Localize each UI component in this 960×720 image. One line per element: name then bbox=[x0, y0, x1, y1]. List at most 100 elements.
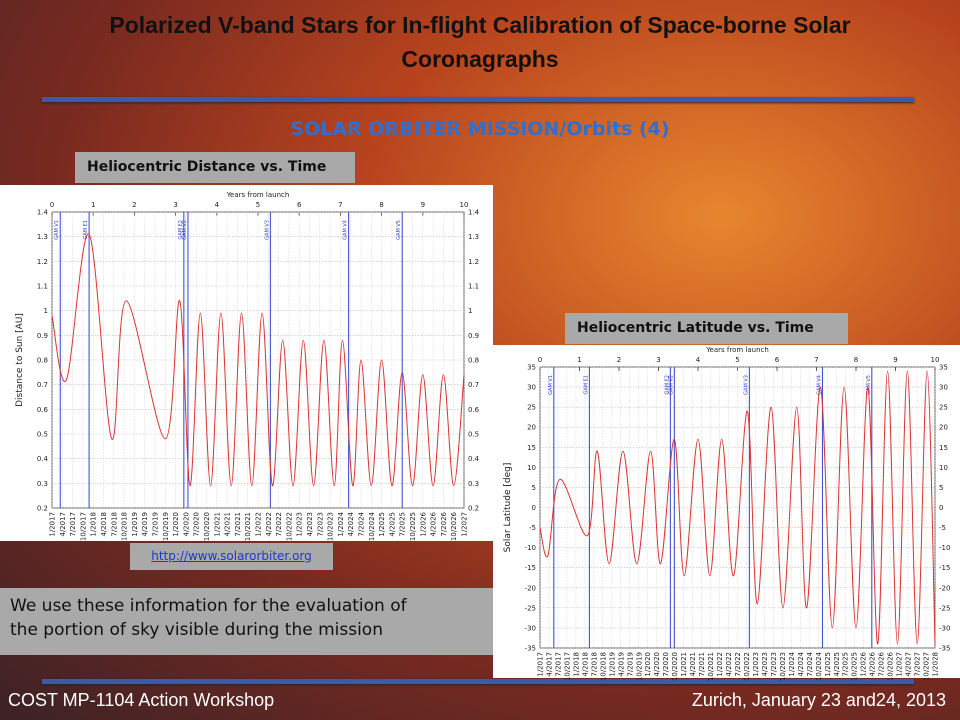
y-tick-label: 0.6 bbox=[37, 406, 49, 414]
link[interactable]: http://www.solarorbiter.org bbox=[130, 543, 333, 570]
event-label: GAM V3 bbox=[743, 375, 749, 395]
x-tick-label: 3 bbox=[656, 356, 660, 364]
date-label: 10/2019 bbox=[635, 652, 643, 681]
y-tick-label: -5 bbox=[529, 524, 536, 532]
x-tick-label: 0 bbox=[50, 201, 54, 209]
date-label: 4/2018 bbox=[581, 652, 589, 677]
event-label: GAM V5 bbox=[866, 375, 872, 395]
date-label: 4/2022 bbox=[725, 652, 733, 677]
y-tick-label: 1.3 bbox=[468, 233, 479, 241]
y-tick-label: 25 bbox=[939, 404, 948, 412]
date-label: 1/2025 bbox=[824, 652, 832, 677]
date-label: 4/2021 bbox=[689, 652, 697, 677]
date-label: 10/2020 bbox=[671, 652, 679, 681]
x-tick-label: 6 bbox=[775, 356, 780, 364]
x-tick-label: 5 bbox=[256, 201, 260, 209]
y-tick-label: -20 bbox=[939, 584, 950, 592]
event-label: GAM E1 bbox=[83, 220, 89, 240]
date-label: 7/2026 bbox=[440, 511, 448, 536]
series-line bbox=[539, 370, 936, 645]
y-tick-label: 1.2 bbox=[468, 258, 479, 266]
event-label: GAM V4 bbox=[343, 220, 349, 240]
date-label: 7/2019 bbox=[152, 512, 160, 537]
chart-panel bbox=[0, 185, 493, 541]
x-tick-label: 9 bbox=[421, 201, 425, 209]
date-label: 4/2020 bbox=[182, 512, 190, 537]
date-label: 10/2027 bbox=[923, 652, 931, 681]
date-label: 7/2025 bbox=[399, 512, 407, 537]
date-label: 7/2022 bbox=[734, 652, 742, 677]
date-label: 7/2022 bbox=[275, 512, 283, 537]
y-tick-label: 0.8 bbox=[468, 357, 479, 365]
y-tick-label: 30 bbox=[939, 384, 948, 392]
event-label: GAM E2 bbox=[664, 375, 670, 395]
y-axis-label: Distance to Sun [AU] bbox=[15, 313, 25, 407]
x-tick-label: 1 bbox=[577, 356, 581, 364]
footer-left: COST MP-1104 Action Workshop bbox=[8, 690, 275, 710]
y-tick-label: -35 bbox=[939, 645, 950, 653]
date-label: 7/2024 bbox=[806, 651, 814, 676]
date-label: 1/2018 bbox=[90, 512, 98, 537]
x-tick-label: 8 bbox=[379, 201, 383, 209]
date-label: 4/2019 bbox=[617, 652, 625, 677]
date-label: 1/2024 bbox=[337, 511, 345, 536]
date-label: 1/2027 bbox=[461, 512, 469, 537]
y-tick-label: 10 bbox=[527, 464, 536, 472]
y-tick-label: 20 bbox=[939, 424, 948, 432]
y-tick-label: 15 bbox=[527, 444, 536, 452]
date-label: 10/2025 bbox=[409, 512, 417, 541]
y-tick-label: 0.9 bbox=[37, 332, 48, 340]
date-label: 7/2019 bbox=[626, 652, 634, 677]
y-tick-label: 20 bbox=[527, 424, 536, 432]
date-label: 10/2018 bbox=[599, 652, 607, 681]
y-tick-label: 35 bbox=[527, 364, 536, 372]
event-label: GAM V2 bbox=[668, 375, 674, 395]
divider bbox=[42, 679, 914, 684]
date-label: 7/2020 bbox=[193, 512, 201, 537]
date-label: 10/2023 bbox=[779, 652, 787, 681]
x-tick-label: 3 bbox=[173, 201, 177, 209]
y-tick-label: -10 bbox=[939, 544, 950, 552]
date-label: 1/2019 bbox=[131, 512, 139, 537]
date-label: 1/2023 bbox=[752, 652, 760, 677]
date-label: 1/2025 bbox=[378, 512, 386, 537]
date-label: 7/2026 bbox=[878, 651, 886, 676]
date-label: 1/2028 bbox=[932, 652, 940, 677]
x-tick-label: 10 bbox=[460, 201, 469, 209]
chart-caption: Heliocentric Latitude vs. Time bbox=[565, 313, 848, 344]
date-label: 10/2024 bbox=[368, 511, 376, 541]
y-tick-label: 1.4 bbox=[468, 209, 480, 217]
date-label: 7/2024 bbox=[358, 511, 366, 536]
x-tick-label: 10 bbox=[931, 356, 940, 364]
date-label: 4/2026 bbox=[869, 651, 877, 676]
date-label: 10/2026 bbox=[887, 651, 895, 681]
date-label: 7/2023 bbox=[770, 652, 778, 677]
date-label: 7/2017 bbox=[554, 652, 562, 677]
y-tick-label: 0.3 bbox=[37, 480, 48, 488]
y-tick-label: 10 bbox=[939, 464, 948, 472]
date-label: 4/2024 bbox=[797, 651, 805, 676]
y-tick-label: 0 bbox=[532, 504, 536, 512]
y-tick-label: -30 bbox=[939, 624, 950, 632]
date-label: 1/2026 bbox=[860, 651, 868, 676]
y-tick-label: 1.2 bbox=[37, 258, 48, 266]
x-tick-label: 5 bbox=[735, 356, 739, 364]
x-tick-label: 4 bbox=[215, 201, 220, 209]
date-label: 4/2020 bbox=[653, 652, 661, 677]
event-label: GAM V1 bbox=[54, 220, 60, 240]
date-label: 7/2021 bbox=[698, 652, 706, 677]
y-tick-label: -15 bbox=[525, 564, 536, 572]
date-label: 4/2024 bbox=[347, 511, 355, 536]
date-label: 1/2017 bbox=[537, 652, 545, 677]
y-tick-label: 15 bbox=[939, 444, 948, 452]
date-label: 4/2026 bbox=[430, 511, 438, 536]
y-tick-label: -35 bbox=[525, 645, 536, 653]
y-tick-label: -30 bbox=[525, 624, 536, 632]
y-tick-label: 0.4 bbox=[468, 455, 480, 463]
date-label: 1/2021 bbox=[680, 652, 688, 677]
event-label: GAM V2 bbox=[182, 220, 188, 240]
y-tick-label: 1 bbox=[44, 307, 48, 315]
date-label: 4/2018 bbox=[100, 512, 108, 537]
date-label: 7/2023 bbox=[316, 512, 324, 537]
